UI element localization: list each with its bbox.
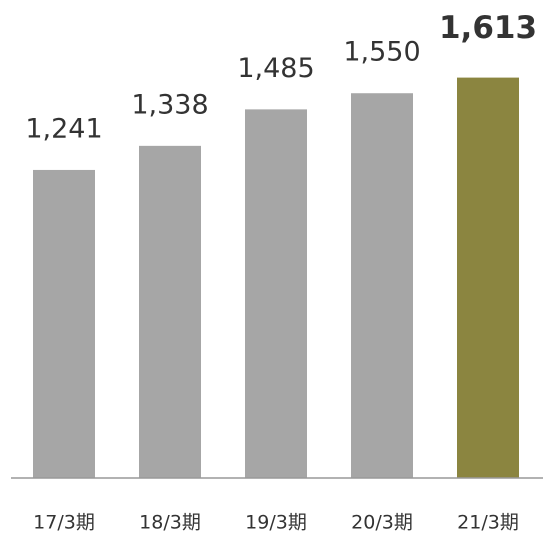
value-label: 1,613 [439, 10, 537, 46]
value-label: 1,338 [131, 89, 208, 120]
x-tick-label: 17/3期 [33, 512, 95, 534]
value-label: 1,550 [343, 37, 420, 68]
value-label: 1,485 [237, 53, 314, 84]
value-label: 1,241 [25, 113, 102, 144]
x-tick-label: 19/3期 [245, 512, 307, 534]
bar [457, 77, 519, 479]
x-tick-label: 21/3期 [457, 512, 519, 534]
bar [351, 93, 413, 478]
bar [245, 109, 307, 478]
x-tick-label: 20/3期 [351, 512, 413, 534]
x-tick-label: 18/3期 [139, 512, 201, 534]
bar [139, 145, 201, 478]
bar [33, 169, 95, 478]
